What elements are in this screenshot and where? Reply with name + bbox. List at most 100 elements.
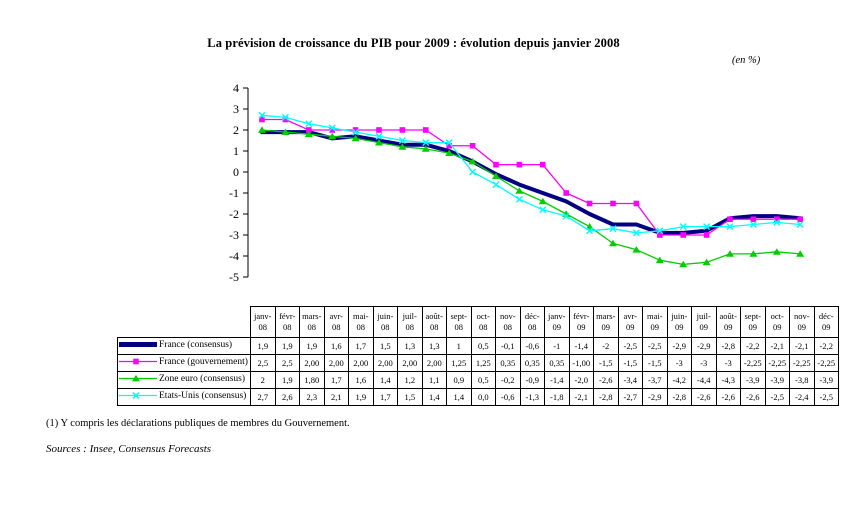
value-cell: 1,9 [274,371,300,389]
legend-france-consensus-icon [119,341,157,347]
value-cell: -0,2 [495,371,521,389]
month-header-cell: déc- 09 [813,306,839,338]
value-cell: -0,1 [495,337,521,355]
value-cell: 1,9 [348,388,374,406]
series-france-gouvernement-1 [259,116,803,238]
value-cell: -2,7 [617,388,643,406]
value-cell: -2,9 [666,337,692,355]
value-cell: -2,2 [740,337,766,355]
y-axis-tick-label: -4 [229,249,239,263]
series-label: Etats-Unis (consensus) [159,391,247,402]
value-cell: 2,5 [250,354,276,372]
month-header-cell: juil- 09 [691,306,717,338]
month-header-cell: nov- 09 [789,306,815,338]
month-header-cell: mai- 09 [642,306,668,338]
value-cell: 1,2 [397,371,423,389]
month-header-cell: mars- 08 [299,306,325,338]
month-header-cell: mars- 09 [593,306,619,338]
value-cell: 2,00 [421,354,447,372]
value-cell: -2 [593,337,619,355]
value-cell: -0,6 [495,388,521,406]
series-zone-euro-consensus [258,126,805,268]
value-cell: -0,9 [519,371,545,389]
series-label: France (consensus) [159,340,233,351]
month-header-cell: janv- 08 [250,306,276,338]
value-cell: 0,9 [446,371,472,389]
value-cell: 2,00 [299,354,325,372]
chart-title: La prévision de croissance du PIB pour 2… [207,36,620,50]
series-label-cell: Zone euro (consensus) [117,371,251,389]
value-cell: -4,4 [691,371,717,389]
month-header-cell: avr- 09 [617,306,643,338]
value-cell: 1,9 [299,337,325,355]
value-cell: -2,1 [568,388,594,406]
value-cell: -2,2 [813,337,839,355]
value-cell: 1,4 [421,388,447,406]
value-cell: -1,4 [568,337,594,355]
value-cell: 1,25 [470,354,496,372]
month-header-cell: août- 09 [715,306,741,338]
value-cell: 2,00 [323,354,349,372]
sources: Sources : Insee, Consensus Forecasts [46,443,212,455]
value-cell: 0,35 [495,354,521,372]
value-cell: -2,1 [789,337,815,355]
series-label-cell: Etats-Unis (consensus) [117,388,251,406]
y-axis-tick-label: 3 [233,102,239,116]
value-cell: 2 [250,371,276,389]
legend-etats-unis-consensus-icon [119,391,157,399]
value-cell: -3 [691,354,717,372]
value-cell: -1,4 [544,371,570,389]
value-cell: -2,5 [642,337,668,355]
value-cell: -2,1 [764,337,790,355]
value-cell: -3,8 [789,371,815,389]
value-cell: -3,4 [617,371,643,389]
y-axis-tick-label: 0 [233,165,239,179]
series-label: Zone euro (consensus) [159,374,246,385]
value-cell: -2,9 [642,388,668,406]
month-header-cell: mai- 08 [348,306,374,338]
y-axis-tick-label: -2 [229,207,239,221]
value-cell: -3 [715,354,741,372]
month-header-cell: févr- 09 [568,306,594,338]
month-header-cell: sept- 09 [740,306,766,338]
value-cell: 1,7 [323,371,349,389]
series-etats-unis-consensus [258,111,804,237]
value-cell: 1,1 [421,371,447,389]
value-cell: -1,5 [642,354,668,372]
month-header-cell: juin- 08 [372,306,398,338]
value-cell: -3,9 [764,371,790,389]
value-cell: 1,5 [372,337,398,355]
footnote: (1) Y compris les déclarations publiques… [46,418,350,429]
month-header-cell: oct- 09 [764,306,790,338]
value-cell: 1,6 [323,337,349,355]
value-cell: -2,0 [568,371,594,389]
month-header-cell: août- 08 [421,306,447,338]
table-row: France (consensus) 1,9 1,9 1,9 1,6 1,7 1,5 1,3 1… [117,337,839,355]
table-header-row: janv- 08 févr- 08 mars- 08 avr- 08 mai- 08 juin- 08… [118,306,839,338]
month-header-cell: janv- 09 [544,306,570,338]
value-cell: 2,6 [274,388,300,406]
series-label: France (gouvernement) (1) [159,357,250,368]
y-axis-tick-label: -1 [229,186,239,200]
value-cell: -3,7 [642,371,668,389]
month-header-cell: avr- 08 [323,306,349,338]
value-cell: -0,6 [519,337,545,355]
value-cell: -3,9 [740,371,766,389]
value-cell: 1,3 [421,337,447,355]
value-cell: 1 [446,337,472,355]
value-cell: 0,0 [470,388,496,406]
value-cell: 2,00 [372,354,398,372]
table-row: Etats-Unis (consensus) 2,7 2,6 2,3 2,1 1,9 1,7… [117,388,839,406]
value-cell: -1,8 [544,388,570,406]
value-cell: 1,25 [446,354,472,372]
y-axis-tick-label: 2 [233,123,239,137]
value-cell: -2,25 [789,354,815,372]
table-corner-cell [118,307,251,338]
value-cell: -2,9 [691,337,717,355]
value-cell: -1,5 [617,354,643,372]
month-header-cell: déc- 08 [519,306,545,338]
value-cell: -2,6 [740,388,766,406]
value-cell: -3,9 [813,371,839,389]
value-cell: 1,7 [348,337,374,355]
